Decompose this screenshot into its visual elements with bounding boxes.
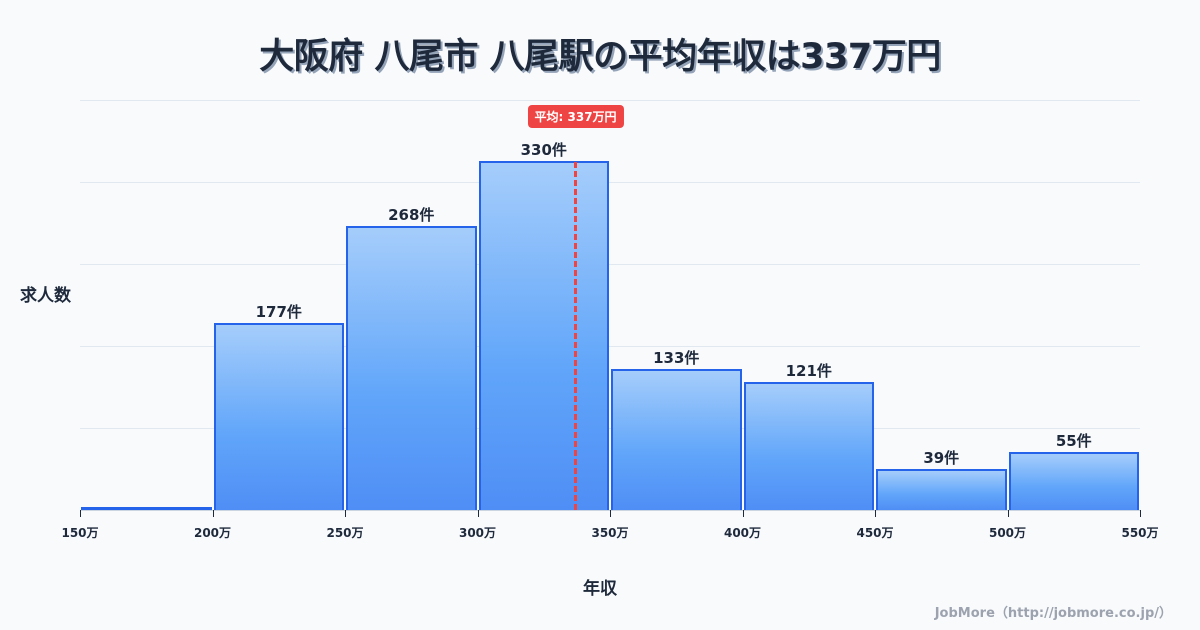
x-tick [477,510,479,517]
x-axis-label: 年収 [583,579,617,599]
bar-value-label: 39件 [923,448,960,467]
x-tick-label: 300万 [458,526,497,540]
y-axis-label: 求人数 [20,286,71,306]
mean-line [574,162,578,510]
x-tick [212,510,214,517]
mean-badge: 平均: 337万円 [527,105,624,128]
histogram-bar [478,160,609,510]
gridline [80,264,1140,265]
bar-value-label: 330件 [520,140,567,159]
bar-value-label: 268件 [388,206,435,225]
gridline [80,428,1140,429]
histogram-bar [743,381,874,510]
x-tick-label: 550万 [1121,526,1159,540]
x-tick-label: 450万 [856,526,894,540]
source-credit: JobMore（http://jobmore.co.jp/） [934,606,1172,621]
x-tick [875,510,876,517]
gridline [80,100,1140,101]
x-tick-label: 400万 [723,526,762,540]
x-tick-label: 200万 [193,526,232,540]
x-tick [1007,510,1009,517]
histogram-bar [346,226,477,510]
histogram-bar [81,506,212,510]
plot-area: 177件 268件 330件 133件 121件 39件 55件 平均: 337万円 [80,100,1140,510]
x-tick [742,510,744,517]
histogram-bar [876,468,1007,510]
x-tick [80,510,81,517]
x-tick [610,510,611,517]
histogram-bar [1008,451,1139,510]
bar-value-label: 55件 [1055,431,1092,450]
gridline [80,346,1140,347]
bar-value-label: 121件 [785,361,832,380]
bar-value-label: 133件 [653,349,700,368]
x-tick [1140,510,1141,517]
x-tick [345,510,346,517]
x-tick-label: 350万 [591,526,629,540]
gridline [80,182,1140,183]
histogram-bar [611,369,742,510]
chart-title: 大阪府 八尾市 八尾駅の平均年収は337万円 [259,37,941,77]
x-tick-label: 250万 [326,526,364,540]
histogram-bar [213,322,344,510]
x-tick-label: 500万 [988,526,1027,540]
x-tick-label: 150万 [61,526,99,540]
bar-value-label: 177件 [255,302,302,321]
